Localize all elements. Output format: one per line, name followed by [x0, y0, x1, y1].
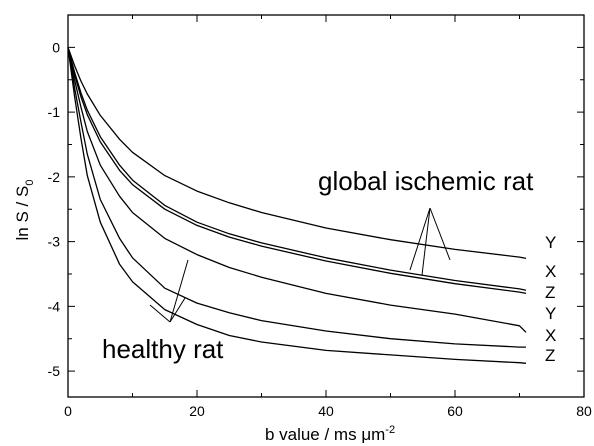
y-tick-label: 0	[52, 39, 60, 55]
x-tick-label: 80	[576, 403, 592, 419]
y-tick-label: -5	[48, 363, 61, 379]
pointer-ischemic	[429, 207, 451, 261]
x-axis-title: b value / ms μm-2	[265, 424, 395, 444]
series-line-healthy-z	[67, 47, 527, 364]
y-axis-title: ln S / S0	[13, 180, 36, 241]
series-line-healthy-y	[67, 47, 527, 333]
series-label-z: Z	[545, 346, 555, 365]
x-tick-label: 60	[447, 403, 463, 419]
axis-ticks: 0 20 40 60 80 0 -1 -2 -3 -4 -5	[48, 14, 592, 419]
annotations: global ischemic rat healthy rat	[102, 166, 534, 364]
pointer-healthy	[169, 297, 186, 323]
series-label-x: X	[545, 262, 556, 281]
pointer-healthy	[169, 259, 189, 323]
series-line-ischemic-y	[67, 47, 527, 260]
series-line-ischemic-x	[67, 47, 527, 291]
series-line-healthy-x	[67, 47, 526, 348]
annotation-global-ischemic-rat: global ischemic rat	[318, 166, 534, 196]
x-axis-title-exp: -2	[385, 424, 395, 436]
y-axis-title-main: ln S / S	[13, 186, 32, 241]
series-label-y: Y	[545, 233, 556, 252]
pointer-ischemic	[421, 207, 431, 276]
pointer-ischemic	[409, 207, 431, 271]
series-line-ischemic-z	[67, 47, 527, 295]
x-axis-title-unit: μm	[361, 425, 385, 444]
y-tick-label: -4	[48, 298, 61, 314]
y-tick-label: -3	[48, 234, 61, 250]
series-label-z: Z	[545, 283, 555, 302]
x-axis-title-main: b value / ms	[265, 425, 361, 444]
y-axis-title-sub: 0	[24, 180, 36, 186]
x-tick-label: 0	[64, 403, 72, 419]
x-tick-label: 20	[189, 403, 205, 419]
y-tick-label: -1	[48, 104, 61, 120]
pointer-healthy	[149, 304, 171, 323]
y-tick-label: -2	[48, 169, 61, 185]
x-tick-label: 40	[318, 403, 334, 419]
series-label-y: Y	[545, 304, 556, 323]
annotation-healthy-rat: healthy rat	[102, 334, 224, 364]
series-label-x: X	[545, 326, 556, 345]
series-lines	[67, 47, 527, 364]
